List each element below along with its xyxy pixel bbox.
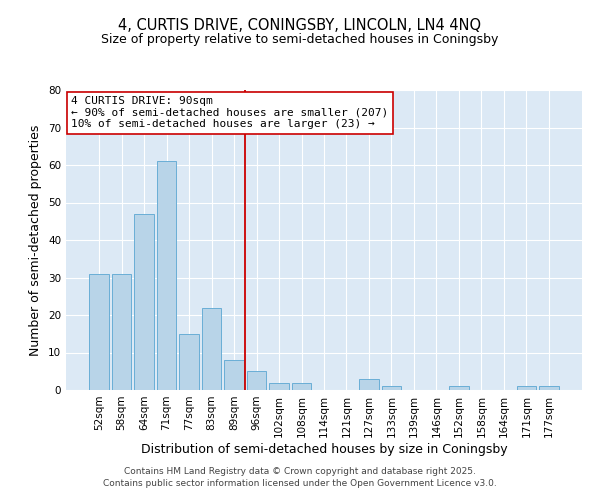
Bar: [247, 371, 266, 390]
Bar: [224, 360, 244, 390]
Bar: [359, 379, 379, 390]
Text: Contains HM Land Registry data © Crown copyright and database right 2025.
Contai: Contains HM Land Registry data © Crown c…: [103, 466, 497, 487]
Bar: [202, 308, 221, 390]
Text: 4 CURTIS DRIVE: 90sqm
← 90% of semi-detached houses are smaller (207)
10% of sem: 4 CURTIS DRIVE: 90sqm ← 90% of semi-deta…: [71, 96, 388, 129]
Y-axis label: Number of semi-detached properties: Number of semi-detached properties: [29, 124, 43, 356]
Bar: [89, 274, 109, 390]
Bar: [134, 214, 154, 390]
X-axis label: Distribution of semi-detached houses by size in Coningsby: Distribution of semi-detached houses by …: [140, 442, 508, 456]
Bar: [269, 382, 289, 390]
Bar: [449, 386, 469, 390]
Bar: [292, 382, 311, 390]
Bar: [517, 386, 536, 390]
Text: Size of property relative to semi-detached houses in Coningsby: Size of property relative to semi-detach…: [101, 32, 499, 46]
Bar: [179, 334, 199, 390]
Text: 4, CURTIS DRIVE, CONINGSBY, LINCOLN, LN4 4NQ: 4, CURTIS DRIVE, CONINGSBY, LINCOLN, LN4…: [118, 18, 482, 32]
Bar: [382, 386, 401, 390]
Bar: [157, 161, 176, 390]
Bar: [112, 274, 131, 390]
Bar: [539, 386, 559, 390]
